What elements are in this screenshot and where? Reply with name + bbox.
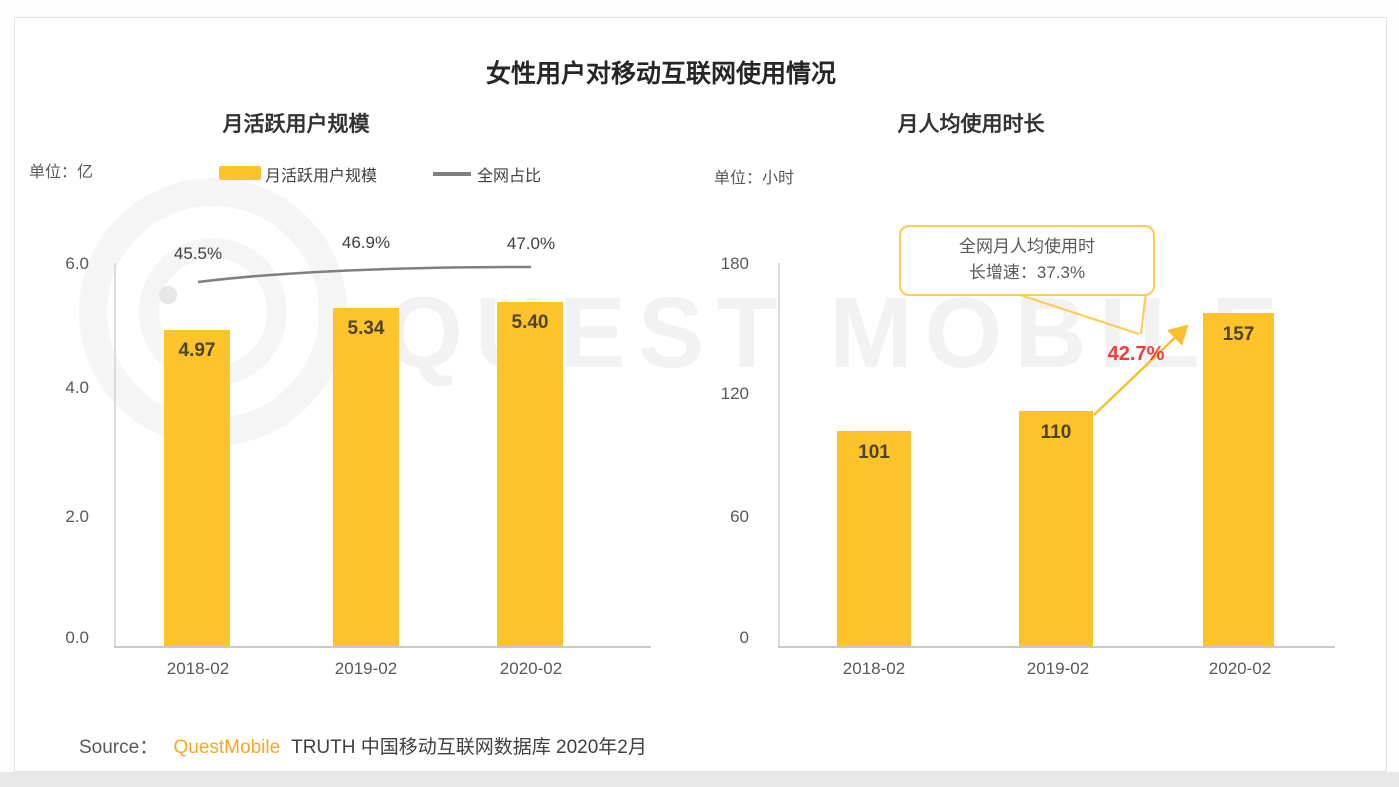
watermark-logo-dot <box>159 286 177 304</box>
right-chart-title: 月人均使用时长 <box>897 113 1045 136</box>
left-y-axis <box>114 263 116 646</box>
right-bar-value-2018: 101 <box>858 442 890 463</box>
right-ytick-60: 60 <box>730 507 749 526</box>
right-bar-2018 <box>837 431 911 646</box>
right-xtick-2019: 2019-02 <box>1026 659 1090 678</box>
left-x-axis <box>114 646 651 648</box>
growth-callout: 全网月人均使用时 长增速：37.3% <box>899 225 1155 296</box>
left-chart-title: 月活跃用户规模 <box>222 113 370 136</box>
line-point-label-2019: 46.9% <box>341 233 391 252</box>
source-line: Source： QuestMobile TRUTH 中国移动互联网数据库 202… <box>79 732 647 759</box>
right-x-axis <box>778 646 1335 648</box>
line-point-label-2020: 47.0% <box>506 234 556 253</box>
page-title: 女性用户对移动互联网使用情况 <box>485 60 836 88</box>
left-xtick-2019: 2019-02 <box>334 659 398 678</box>
left-bar-2018 <box>164 330 230 646</box>
growth-rate-label: 42.7% <box>1107 343 1165 365</box>
legend-bar-label: 月活跃用户规模 <box>265 168 378 185</box>
bottom-gray-strip <box>0 772 1399 787</box>
right-bar-2020 <box>1203 313 1274 646</box>
left-ytick-2: 2.0 <box>65 507 89 526</box>
left-bar-value-2019: 5.34 <box>347 318 385 339</box>
legend-line-swatch <box>433 172 471 176</box>
left-ytick-6: 6.0 <box>65 254 89 273</box>
chart-card: QUEST MOBILE 女性用户对移动互联网使用情况 月活跃用户规模 月人均使… <box>14 17 1387 772</box>
left-bar-value-2018: 4.97 <box>178 340 216 361</box>
left-xtick-2018: 2018-02 <box>166 659 230 678</box>
growth-callout-line1: 全网月人均使用时 <box>959 237 1095 256</box>
right-unit-label: 单位：小时 <box>714 170 795 187</box>
right-bar-value-2019: 110 <box>1040 422 1072 443</box>
source-brand: QuestMobile <box>173 737 281 758</box>
source-rest: TRUTH 中国移动互联网数据库 2020年2月 <box>291 737 647 758</box>
left-ytick-4: 4.0 <box>65 378 89 397</box>
left-bar-value-2020: 5.40 <box>511 312 549 333</box>
right-ytick-180: 180 <box>720 254 749 273</box>
right-ytick-0: 0 <box>739 628 749 647</box>
growth-callout-line2: 长增速：37.3% <box>968 263 1086 283</box>
left-ytick-0: 0.0 <box>65 628 89 647</box>
right-bar-2019 <box>1019 411 1093 646</box>
source-prefix: Source： <box>79 737 159 758</box>
right-bar-value-2020: 157 <box>1222 324 1255 345</box>
legend-line-label: 全网占比 <box>477 168 542 185</box>
right-xtick-2018: 2018-02 <box>842 659 906 678</box>
legend-bar-swatch <box>219 166 261 180</box>
left-xtick-2020: 2020-02 <box>499 659 563 678</box>
right-y-axis <box>778 263 780 646</box>
right-ytick-120: 120 <box>720 384 749 403</box>
left-bar-2019 <box>333 308 399 646</box>
right-xtick-2020: 2020-02 <box>1208 659 1272 678</box>
left-unit-label: 单位：亿 <box>29 164 94 181</box>
left-bar-2020 <box>497 302 563 646</box>
line-point-label-2018: 45.5% <box>173 244 223 263</box>
